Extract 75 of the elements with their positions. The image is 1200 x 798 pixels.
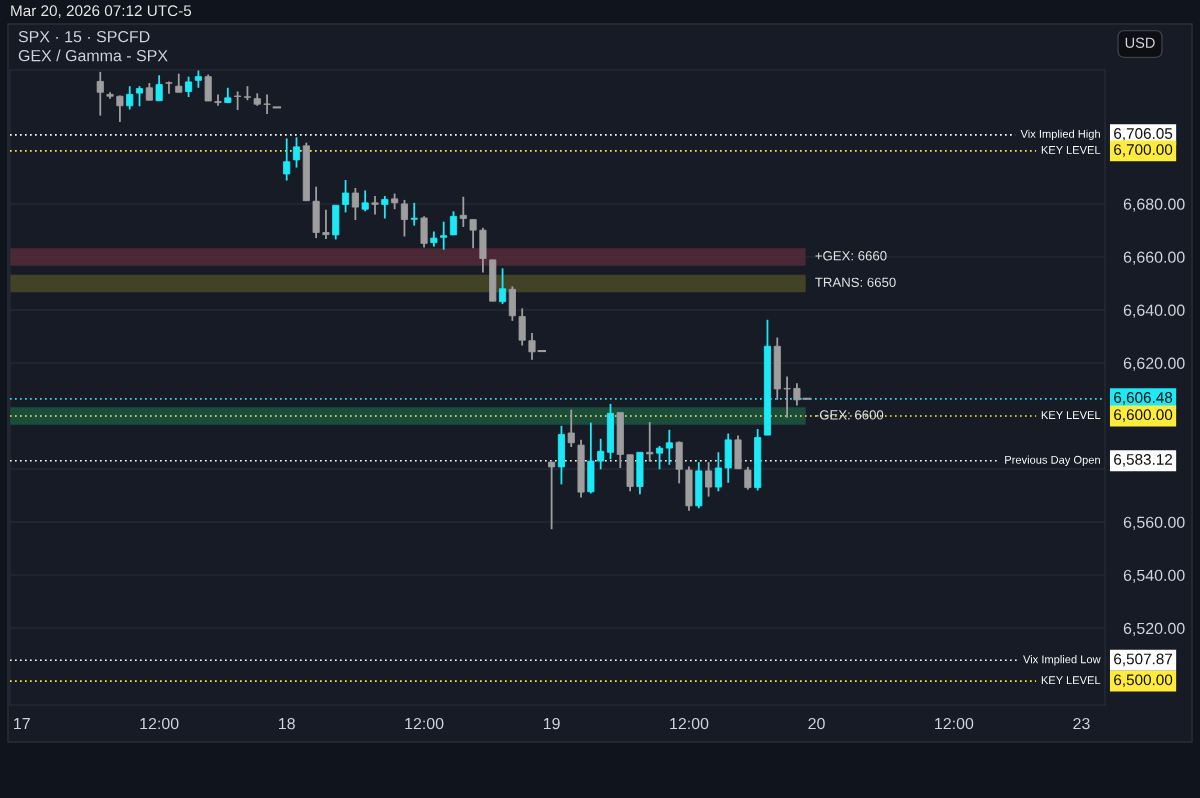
candlestick [96,70,104,117]
candlestick [155,74,163,102]
candlestick [410,201,418,227]
candlestick [783,375,791,419]
candlestick [322,208,330,240]
band-label: -GEX: 6600 [815,410,884,420]
candlestick [381,195,389,220]
ref-line-label: Vix Implied Low [1023,655,1101,666]
candlestick [665,428,673,466]
x-tick-label: 12:00 [140,717,179,730]
candlestick [283,137,291,182]
y-tick-label: 6,640.00 [1123,304,1185,318]
text: 6,706.05 [1114,128,1173,141]
y-tick-label: 6,540.00 [1123,569,1185,583]
text: 6,600.00 [1114,409,1173,422]
candlestick [371,195,379,216]
candlestick [165,80,173,95]
ref-line-label: Previous Day Open [1005,455,1100,466]
ref-line-label: Vix Implied High [1020,129,1100,140]
candlestick [714,451,722,493]
candlestick [185,75,193,98]
candlestick [292,136,301,169]
candlestick [214,93,222,107]
candlestick [567,408,575,448]
y-tick-label: 6,620.00 [1123,357,1185,371]
y-tick-label: 6,680.00 [1123,198,1185,212]
y-tick-label: 6,520.00 [1123,622,1185,636]
candlestick [263,93,271,115]
candlestick [528,332,536,361]
candlestick [175,72,183,94]
candlestick [234,90,242,111]
x-tick-label: 23 [1073,717,1090,730]
ref-line-label: KEY LEVEL [1041,411,1101,419]
text: 6,606.48 [1114,392,1173,405]
band-label: TRANS: 6650 [815,277,896,287]
candlestick [744,466,752,491]
x-tick-label: 12:00 [405,717,444,730]
candlestick [518,307,526,347]
x-tick-label: 12:00 [935,717,974,730]
x-tick-label: 12:00 [670,717,709,730]
text: USD [1125,37,1155,48]
candlestick [449,210,458,236]
candlestick [342,179,350,214]
x-tick-label: 20 [808,717,825,730]
candlestick [135,85,144,108]
candlestick [361,189,369,213]
text: 6,583.12 [1114,454,1173,467]
candlestick [655,445,664,471]
x-tick-label: 19 [543,717,560,730]
text: 6,700.00 [1114,144,1173,157]
y-tick-label: 6,660.00 [1123,251,1185,265]
x-tick-label: 18 [279,717,295,730]
text: Mar 20, 2026 07:12 UTC-5 [11,5,192,18]
ref-line-label: KEY LEVEL [1041,676,1101,685]
text: 6,507.87 [1114,653,1173,667]
candlestick [459,195,467,228]
candlestick [440,220,448,251]
candlestick [498,267,507,306]
candlestick [469,218,477,250]
band-label: +GEX: 6660 [815,251,887,261]
y-tick-label: 6,560.00 [1123,516,1185,530]
candlestick [548,461,556,531]
chart-title: SPX · 15 · SPCFD [18,30,150,43]
candlestick [400,199,408,238]
chart-subtitle: GEX / Gamma - SPX [18,49,168,62]
x-tick-label: 17 [14,718,30,730]
candlestick [116,94,124,123]
candlestick [351,187,359,221]
candlestick [646,421,654,463]
text: 6,500.00 [1114,674,1173,688]
candlestick [793,382,801,407]
candlestick [126,85,134,111]
candlestick [597,437,605,471]
candlestick [705,461,713,498]
ref-line-label: KEY LEVEL [1041,146,1101,154]
